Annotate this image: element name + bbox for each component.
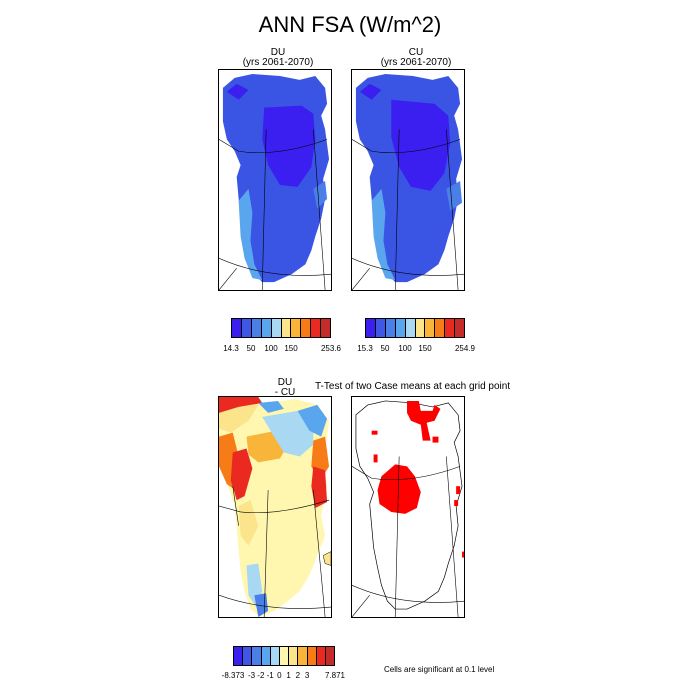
du-colorbar-labels: 14.3 50 100 150 253.6 [223, 344, 341, 354]
cu-colorbar-swatch [366, 319, 376, 337]
du-colorbar-label: 50 [246, 344, 256, 353]
diff-colorbar-swatch [279, 647, 290, 665]
du-colorbar-label: 14.3 [223, 344, 239, 353]
du-map-grid [219, 129, 331, 290]
diff-colorbar [233, 646, 335, 666]
cu-colorbar-swatch [445, 319, 456, 337]
du-colorbar-swatch [241, 319, 252, 337]
diff-colorbar-swatch [252, 647, 262, 665]
diff-colorbar-swatch [234, 647, 244, 665]
diff-colorbar-label: 7.871 [324, 671, 346, 680]
du-colorbar-swatch [251, 319, 262, 337]
diff-colorbar-swatch [289, 647, 299, 665]
cu-colorbar-label: 50 [380, 344, 390, 353]
du-colorbar-swatch [321, 319, 331, 337]
diff-colorbar-swatch [261, 647, 271, 665]
cu-colorbar-swatch [405, 319, 416, 337]
du-colorbar-swatch [301, 319, 312, 337]
cu-map [351, 69, 465, 291]
cu-colorbar-swatch [375, 319, 386, 337]
diff-colorbar-labels: -8.373 -3 -2 -1 0 1 2 3 7.871 [222, 671, 345, 681]
du-colorbar-label: 253.6 [320, 344, 342, 353]
cu-colorbar-label: 15.3 [357, 344, 373, 353]
cu-panel-title: CU (yrs 2061-2070) [356, 48, 476, 68]
cu-map-field [355, 73, 463, 283]
du-colorbar-swatch [311, 319, 322, 337]
figure-title: ANN FSA (W/m^2) [258, 12, 442, 37]
ttest-title: T-Test of two Case means at each grid po… [315, 381, 511, 392]
cu-colorbar-swatch [425, 319, 436, 337]
cu-panel-years: (yrs 2061-2070) [380, 57, 452, 68]
cu-map-grid [352, 129, 464, 290]
diff-colorbar-label: -1 [266, 671, 274, 680]
ttest-map-coast [355, 400, 463, 610]
cu-colorbar-swatch [395, 319, 406, 337]
diff-colorbar-swatch [325, 647, 335, 665]
diff-colorbar-label: 2 [295, 671, 301, 680]
diff-map-grid [219, 486, 331, 617]
diff-colorbar-label: 1 [286, 671, 291, 680]
du-colorbar-label: 100 [264, 344, 278, 353]
du-colorbar-swatch [261, 319, 272, 337]
diff-colorbar-swatch [243, 647, 253, 665]
diff-colorbar-label: 3 [304, 671, 310, 680]
ttest-map-significant-cells [371, 400, 464, 558]
cu-colorbar-label: 150 [418, 344, 432, 353]
diff-panel-line2: - CU [274, 387, 296, 398]
diff-map-island [322, 551, 331, 566]
cu-colorbar-swatch [415, 319, 426, 337]
cu-colorbar-swatch [385, 319, 396, 337]
cu-panel-case: CU [408, 47, 424, 58]
diff-map [218, 396, 332, 618]
du-colorbar [231, 318, 331, 338]
du-panel-title: DU (yrs 2061-2070) [218, 48, 338, 68]
du-map-field [222, 73, 330, 283]
diff-colorbar-swatch [270, 647, 280, 665]
diff-colorbar-swatch [298, 647, 308, 665]
cu-colorbar-labels: 15.3 50 100 150 254.9 [357, 344, 475, 354]
cu-colorbar-swatch [455, 319, 465, 337]
du-colorbar-label: 150 [284, 344, 298, 353]
du-panel-years: (yrs 2061-2070) [242, 57, 314, 68]
du-panel-case: DU [270, 47, 286, 58]
diff-colorbar-label: 0 [277, 671, 282, 680]
du-colorbar-swatch [232, 319, 242, 337]
ttest-map [351, 396, 465, 618]
significance-note: Cells are significant at 0.1 level [384, 665, 495, 674]
diff-colorbar-label: -2 [257, 671, 265, 680]
diff-panel-title: DU - CU [225, 378, 345, 398]
cu-colorbar-swatch [435, 319, 446, 337]
du-colorbar-swatch [281, 319, 292, 337]
diff-colorbar-label: -8.373 [221, 671, 245, 680]
diff-panel-line1: DU [277, 377, 293, 388]
du-colorbar-swatch [291, 319, 302, 337]
diff-colorbar-label: -3 [248, 671, 256, 680]
ttest-map-grid [352, 456, 464, 617]
cu-colorbar-label: 100 [398, 344, 412, 353]
cu-colorbar-label: 254.9 [454, 344, 476, 353]
diff-colorbar-swatch [316, 647, 326, 665]
du-colorbar-swatch [271, 319, 282, 337]
diff-map-field [219, 397, 330, 617]
diff-colorbar-swatch [307, 647, 317, 665]
du-map [218, 69, 332, 291]
cu-colorbar [365, 318, 465, 338]
